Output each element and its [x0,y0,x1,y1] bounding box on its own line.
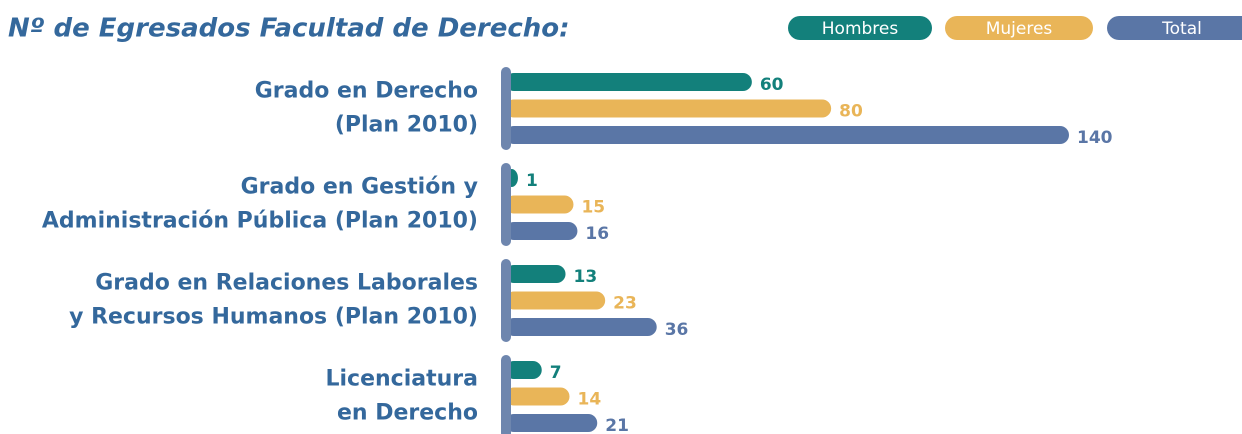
legend-label: Hombres [822,19,899,39]
legend-swatch [788,16,932,40]
value-label: 7 [550,363,562,383]
category-label: Grado en Relaciones Laborales [95,271,478,296]
category-label: Grado en Derecho [255,79,478,104]
legend-swatch [1107,16,1242,40]
legend-swatch [945,16,1093,40]
category-label: y Recursos Humanos (Plan 2010) [69,305,478,330]
group-separator [501,355,511,434]
value-label: 16 [585,224,609,244]
bar [505,414,598,432]
value-label: 60 [760,75,784,95]
value-label: 14 [578,390,602,410]
legend-label: Mujeres [986,19,1053,39]
bar [505,126,1069,144]
group-separator [501,259,511,342]
value-label: 23 [613,294,637,314]
value-label: 21 [605,416,629,434]
bar [505,361,542,379]
bar [505,265,566,283]
bar [505,195,574,214]
value-label: 140 [1077,128,1113,148]
value-label: 1 [526,171,538,191]
category-label: Administración Pública (Plan 2010) [42,209,478,234]
bar [505,387,570,406]
value-label: 80 [839,102,863,122]
category-label: Grado en Gestión y [241,175,478,200]
bar [505,99,832,118]
bar [505,291,606,310]
bar [505,73,752,91]
bar [505,318,657,336]
group-separator [501,67,511,150]
category-label: (Plan 2010) [335,113,478,138]
group-separator [501,163,511,246]
category-label: en Derecho [337,401,478,426]
bar [505,222,578,240]
category-label: Licenciatura [326,367,479,392]
legend-label: Total [1161,19,1202,39]
chart-title: Nº de Egresados Facultad de Derecho: [8,14,570,44]
value-label: 13 [574,267,598,287]
value-label: 36 [665,320,689,340]
value-label: 15 [581,198,605,218]
